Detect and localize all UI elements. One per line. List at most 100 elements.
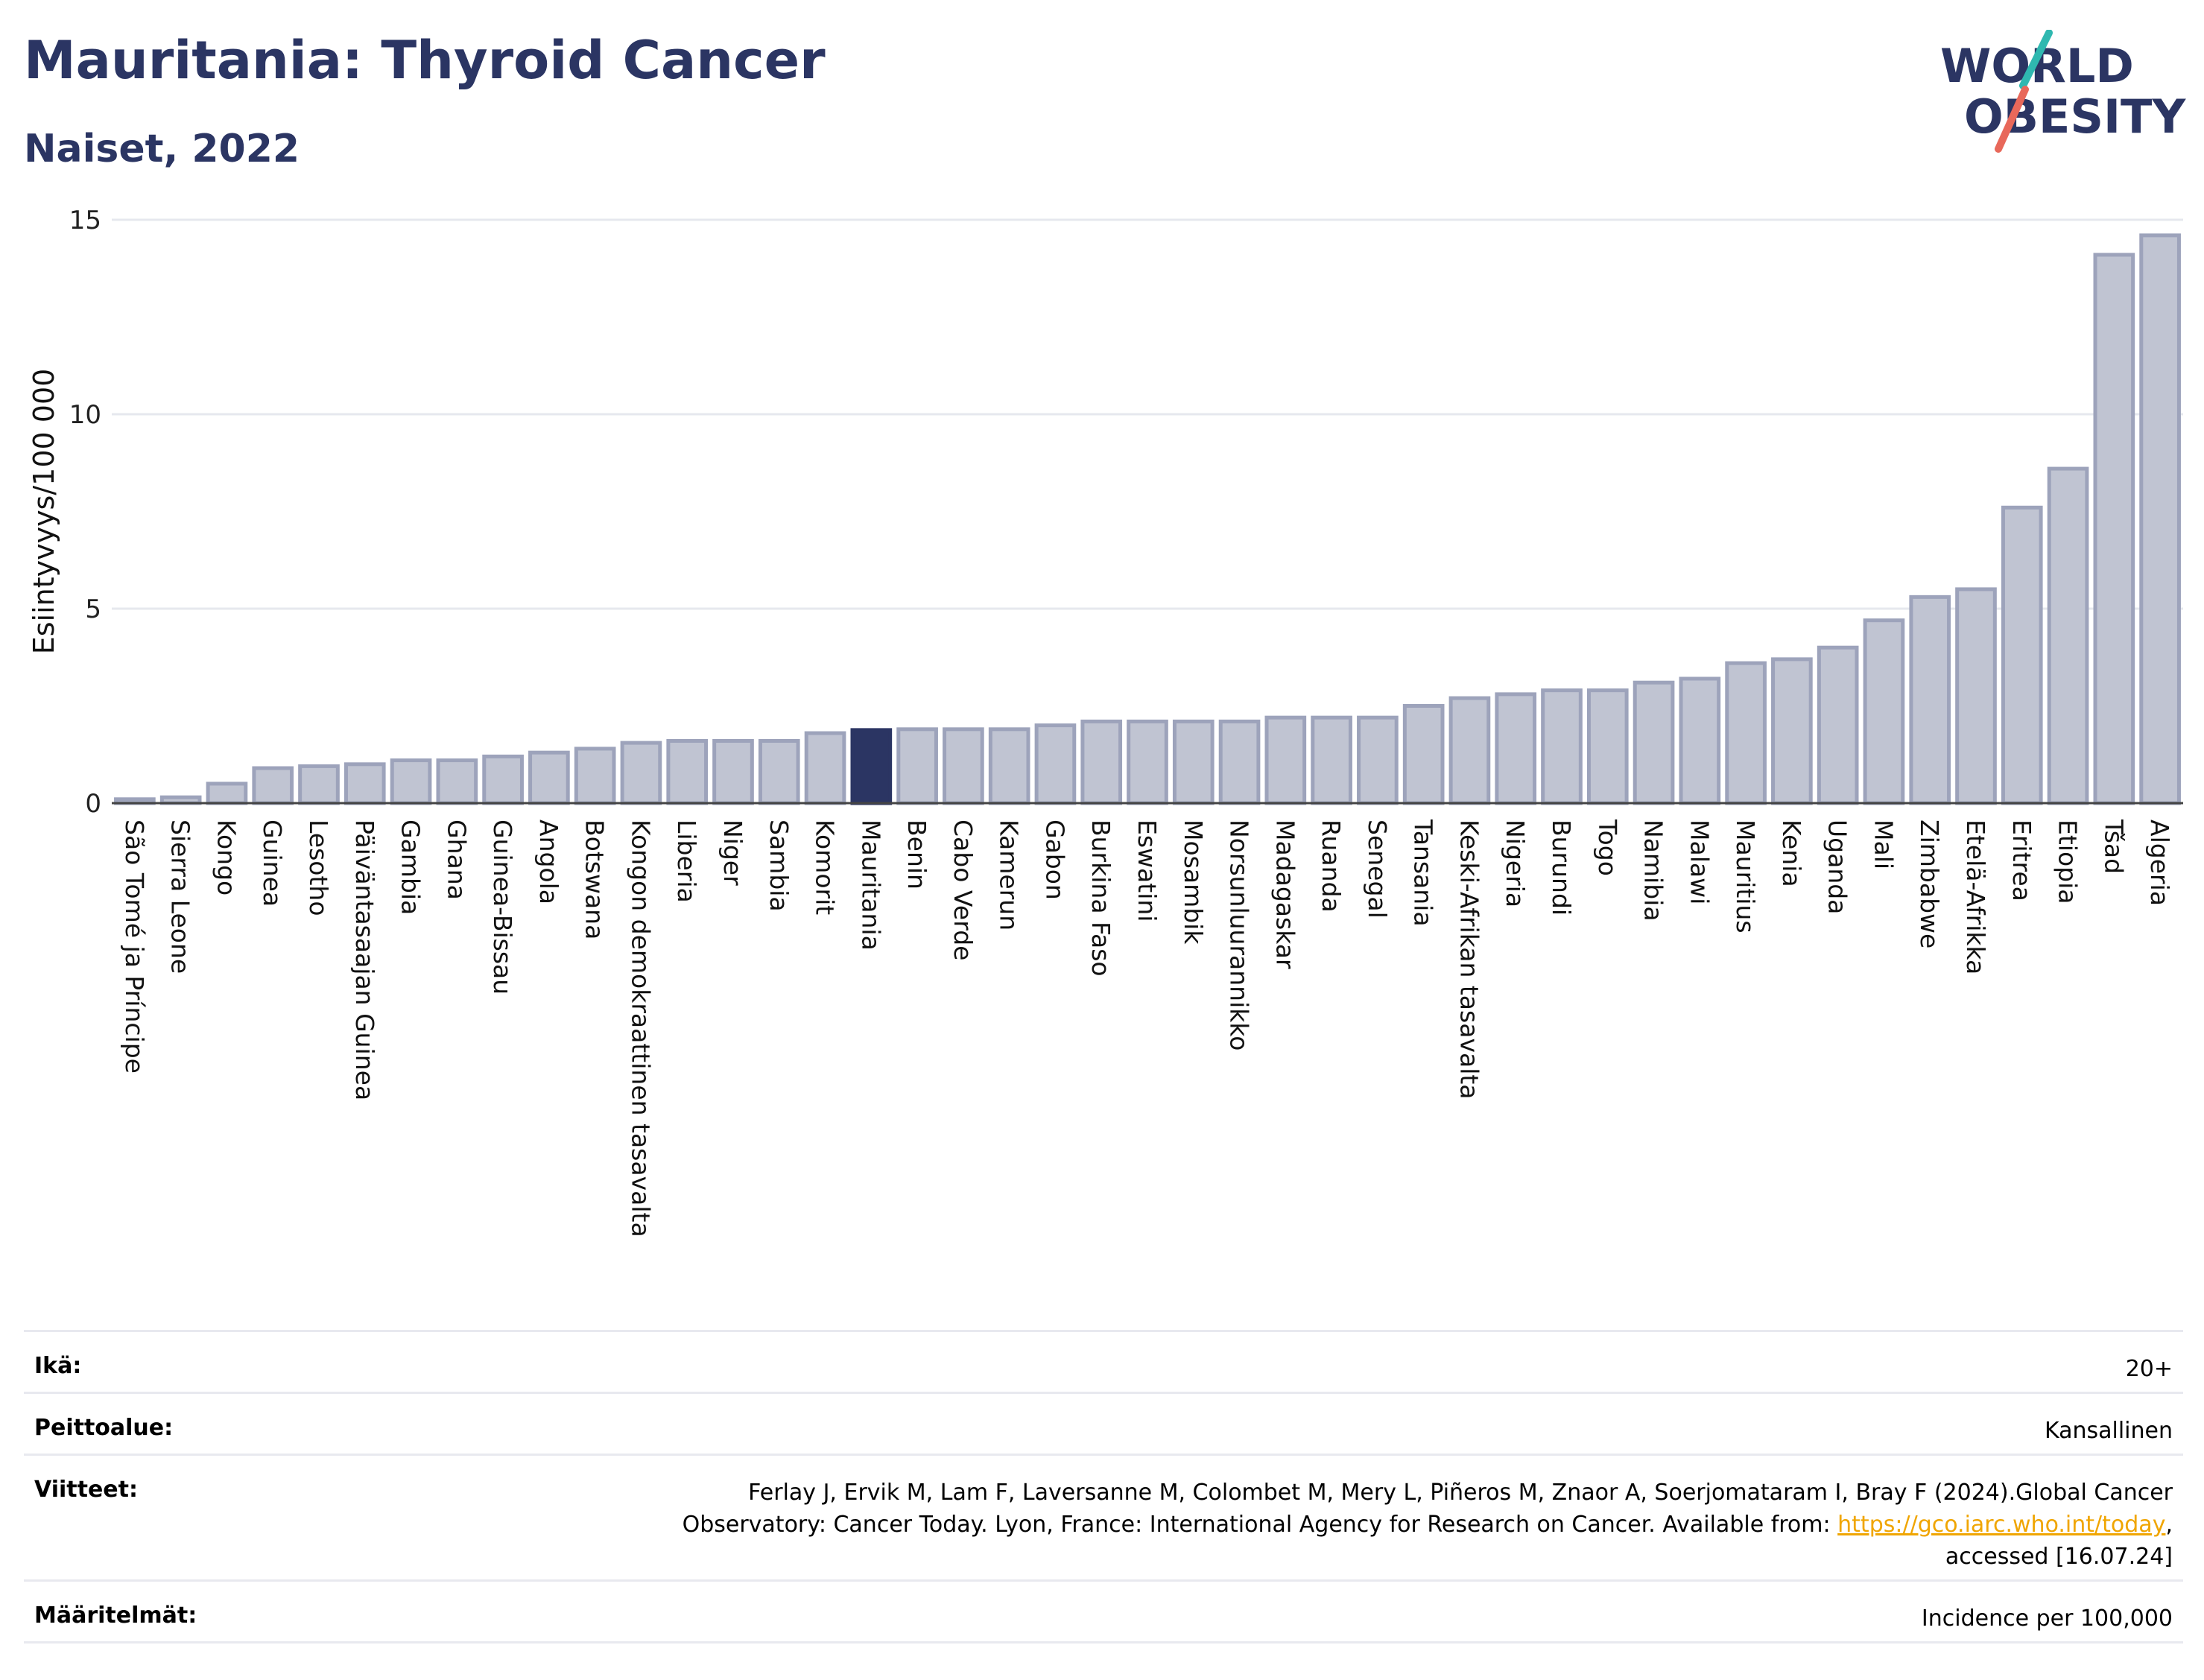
coverage-label: Peittoalue: xyxy=(34,1415,174,1441)
x-tick-label: Nigeria xyxy=(1501,820,1530,907)
bar xyxy=(666,738,709,805)
x-tick-label: Niger xyxy=(718,820,747,886)
x-tick-label: São Tomé ja Príncipe xyxy=(120,820,149,1074)
references-label: Viitteet: xyxy=(34,1477,138,1503)
info-row-coverage: Peittoalue: Kansallinen xyxy=(24,1392,2183,1454)
y-tick-label: 5 xyxy=(85,595,101,624)
bar xyxy=(1080,719,1123,805)
bar xyxy=(850,728,893,805)
y-tick-label: 15 xyxy=(69,206,101,235)
bar xyxy=(390,758,432,805)
info-row-age: Ikä: 20+ xyxy=(24,1330,2183,1392)
logo-slash-teal xyxy=(2019,30,2053,89)
x-tick-label: Ghana xyxy=(442,820,471,900)
x-tick-label: Mali xyxy=(1869,820,1898,869)
bar xyxy=(1817,645,1859,805)
info-row-definitions: Määritelmät: Incidence per 100,000 xyxy=(24,1579,2183,1643)
bar xyxy=(1034,723,1077,805)
x-tick-label: Gambia xyxy=(396,820,425,915)
bar xyxy=(298,764,340,805)
y-tick-label: 0 xyxy=(85,789,101,819)
references-link[interactable]: https://gco.iarc.who.int/today xyxy=(1837,1512,2166,1538)
bar xyxy=(1172,719,1215,805)
x-tick-label: Liberia xyxy=(672,820,701,903)
bar xyxy=(252,766,294,805)
x-tick-label: Angola xyxy=(534,820,563,904)
y-tick-label: 10 xyxy=(69,400,101,430)
x-tick-label: Gabon xyxy=(1040,820,1069,900)
bar xyxy=(2047,466,2089,805)
bar xyxy=(943,727,984,805)
bar xyxy=(343,762,386,805)
x-tick-label: Keski-Afrikan tasavalta xyxy=(1454,820,1483,1100)
bar xyxy=(1311,715,1352,805)
x-tick-label: Päiväntasaajan Guinea xyxy=(350,820,379,1100)
x-tick-label: Ruanda xyxy=(1317,820,1346,913)
x-tick-label: Malawi xyxy=(1685,820,1714,904)
bar xyxy=(1495,692,1537,805)
bar-chart: 0 5 10 15 Esiintyvyys/100 000 São Tomé ja Prí… xyxy=(28,206,2183,1237)
x-tick-label: Guinea xyxy=(258,820,287,907)
info-table: Ikä: 20+ Peittoalue: Kansallinen Viittee… xyxy=(24,1330,2183,1643)
x-tick-label: Botswana xyxy=(580,820,609,939)
bar xyxy=(2001,505,2043,805)
page-subtitle: Naiset, 2022 xyxy=(24,127,300,171)
x-tick-label: Togo xyxy=(1593,819,1622,876)
bar xyxy=(1633,680,1675,805)
x-tick-label: Eswatini xyxy=(1133,820,1162,922)
x-tick-label: Burkina Faso xyxy=(1086,820,1115,977)
bar xyxy=(482,754,524,805)
x-tick-label: Cabo Verde xyxy=(949,820,978,960)
references-line2: Observatory: Cancer Today. Lyon, France:… xyxy=(682,1512,1838,1538)
x-tick-label: Madagaskar xyxy=(1270,820,1299,969)
references-line3: accessed [16.07.24] xyxy=(1945,1544,2173,1570)
bar xyxy=(804,731,846,805)
bar xyxy=(1218,719,1261,805)
bar xyxy=(1264,715,1307,805)
bar xyxy=(1586,688,1629,805)
x-tick-label: Tansania xyxy=(1409,819,1438,927)
x-tick-label: Etiopia xyxy=(2053,820,2083,904)
bar xyxy=(1909,595,1951,805)
bar xyxy=(2139,233,2181,805)
x-tick-label: Tšad xyxy=(2099,819,2128,874)
bar xyxy=(1863,618,1905,805)
x-tick-label: Komorit xyxy=(811,820,840,915)
age-label: Ikä: xyxy=(34,1353,82,1379)
x-tick-label: Zimbabwe xyxy=(1915,820,1944,948)
bar xyxy=(1725,661,1767,805)
x-tick-label: Sambia xyxy=(764,820,794,912)
bar xyxy=(988,727,1030,805)
bar xyxy=(206,782,248,805)
bar xyxy=(1771,657,1813,805)
world-obesity-logo: WORLD OBESITY xyxy=(1940,30,2186,153)
x-tick-label: Kongon demokraattinen tasavalta xyxy=(626,820,655,1237)
y-axis-label: Esiintyvyys/100 000 xyxy=(28,369,60,655)
x-tick-label: Algeria xyxy=(2145,820,2174,906)
bar xyxy=(1402,704,1445,805)
bar xyxy=(528,750,570,805)
x-tick-label: Benin xyxy=(902,820,931,890)
definitions-value: Incidence per 100,000 xyxy=(1921,1605,2173,1632)
references-line1: Ferlay J, Ervik M, Lam F, Laversanne M, … xyxy=(748,1480,2173,1506)
x-tick-label: Senegal xyxy=(1363,820,1392,919)
coverage-value: Kansallinen xyxy=(2044,1418,2173,1444)
x-tick-label: Uganda xyxy=(1823,820,1852,914)
x-tick-label: Mosambik xyxy=(1179,820,1208,945)
bar xyxy=(758,738,800,805)
bar xyxy=(1679,676,1721,805)
bar xyxy=(1127,719,1168,805)
bar xyxy=(1357,715,1399,805)
x-tick-label: Lesotho xyxy=(304,820,333,916)
x-tick-label: Kenia xyxy=(1777,820,1806,887)
logo-slash-red xyxy=(1995,86,2029,153)
x-tick-label: Etelä-Afrikka xyxy=(1961,820,1990,974)
x-tick-label: Sierra Leone xyxy=(166,820,195,974)
age-value: 20+ xyxy=(2125,1356,2173,1382)
bar xyxy=(574,747,616,805)
x-tick-label: Mauritius xyxy=(1731,820,1760,933)
bar xyxy=(2093,253,2135,805)
page-title: Mauritania: Thyroid Cancer xyxy=(24,30,826,91)
x-tick-label: Eritrea xyxy=(2007,820,2036,901)
x-tick-label: Namibia xyxy=(1639,820,1668,922)
